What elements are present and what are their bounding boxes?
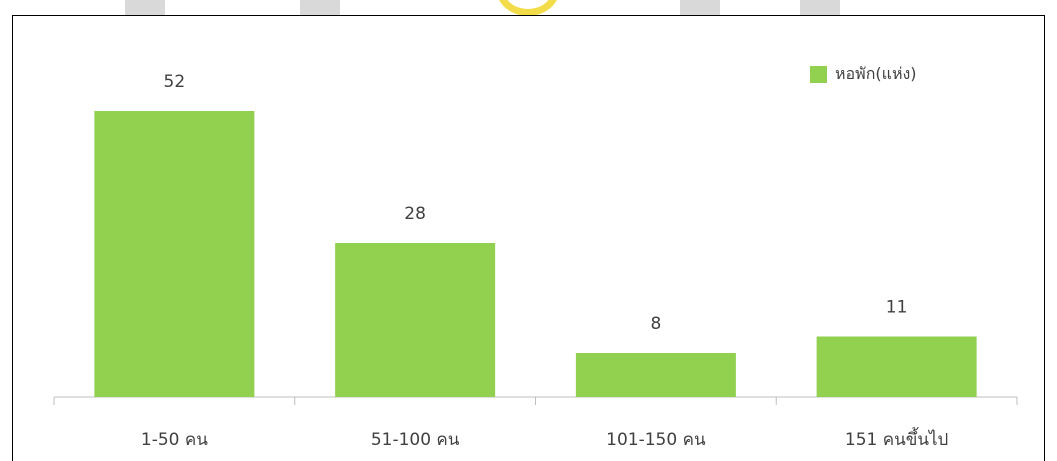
chart-border bbox=[12, 15, 1045, 461]
bar bbox=[575, 353, 736, 397]
x-tick-label: 51-100 คน bbox=[371, 430, 460, 450]
watermark-bar-center-right bbox=[680, 0, 720, 16]
watermark-bar-center-left bbox=[300, 0, 340, 16]
data-label: 11 bbox=[886, 298, 908, 318]
bar bbox=[94, 111, 255, 397]
bar bbox=[816, 336, 977, 397]
legend-label: หอพัก(แห่ง) bbox=[835, 64, 917, 83]
data-label: 28 bbox=[404, 204, 426, 224]
legend: หอพัก(แห่ง) bbox=[810, 62, 917, 87]
watermark-bar-right bbox=[800, 0, 840, 16]
x-tick-label: 1-50 คน bbox=[141, 430, 208, 450]
legend-swatch bbox=[810, 66, 827, 83]
watermark-bar-left bbox=[125, 0, 165, 16]
x-tick-label: 151 คนขึ้นไป bbox=[845, 427, 948, 450]
data-label: 8 bbox=[650, 314, 661, 334]
x-tick-label: 101-150 คน bbox=[606, 430, 706, 450]
bar bbox=[335, 243, 496, 397]
data-label: 52 bbox=[164, 72, 186, 92]
